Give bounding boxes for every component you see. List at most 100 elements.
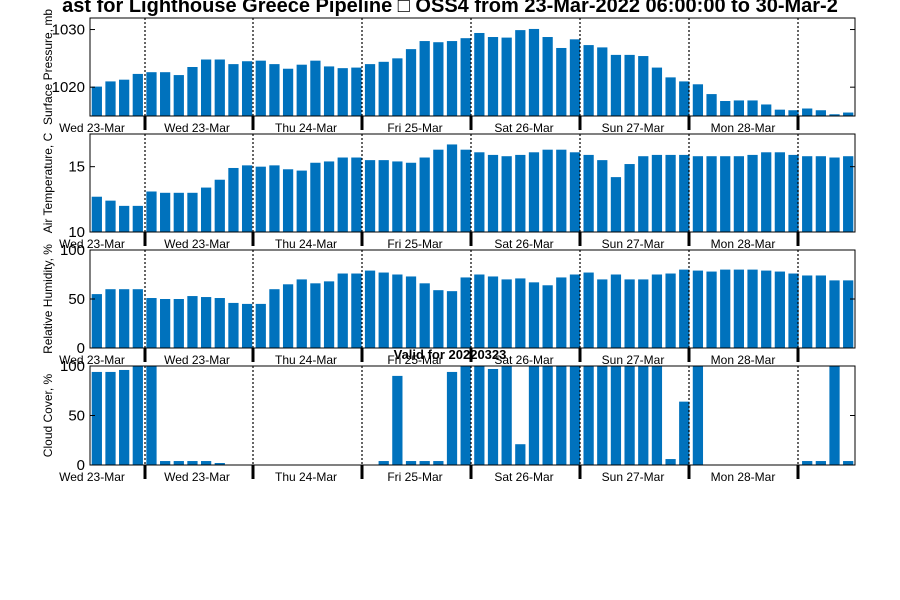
bar xyxy=(733,156,745,232)
bar xyxy=(351,157,362,232)
bar xyxy=(132,366,143,465)
day-marker xyxy=(687,116,691,130)
x-day-label: Thu 24-Mar xyxy=(275,353,337,367)
day-marker xyxy=(143,348,147,362)
bar xyxy=(542,149,553,232)
bar xyxy=(829,114,840,116)
bar xyxy=(460,149,471,232)
bar xyxy=(556,366,567,465)
bar xyxy=(843,112,854,116)
bar xyxy=(747,269,758,348)
bar xyxy=(187,296,198,348)
bar xyxy=(200,187,212,232)
day-marker xyxy=(143,232,147,246)
x-day-label: Fri 25-Mar xyxy=(387,353,442,367)
bar xyxy=(679,269,690,348)
x-day-label: Sat 26-Mar xyxy=(494,470,553,484)
bar xyxy=(91,294,102,348)
bar xyxy=(91,371,102,465)
day-marker xyxy=(687,348,691,362)
x-day-label: Sun 27-Mar xyxy=(602,353,665,367)
bar xyxy=(310,60,321,116)
bar xyxy=(802,461,813,465)
bar xyxy=(515,444,526,465)
bar xyxy=(433,290,444,348)
day-marker xyxy=(251,348,255,362)
bar xyxy=(692,270,704,348)
bar xyxy=(405,162,417,232)
day-marker xyxy=(360,116,364,130)
bar xyxy=(187,461,198,465)
bar xyxy=(337,273,348,348)
bar xyxy=(269,289,280,348)
bar xyxy=(638,156,649,232)
y-tick-label: 15 xyxy=(68,159,85,176)
y-tick-label: 100 xyxy=(60,242,85,259)
x-day-label: Thu 24-Mar xyxy=(275,470,337,484)
x-day-label: Mon 28-Mar xyxy=(711,470,776,484)
x-day-label: Wed 23-Mar xyxy=(164,353,230,367)
bar xyxy=(610,177,622,232)
x-day-label: Mon 28-Mar xyxy=(711,353,776,367)
bar xyxy=(528,282,540,348)
bar xyxy=(105,371,116,465)
bar xyxy=(460,366,471,465)
bar xyxy=(515,154,526,232)
bar xyxy=(583,45,594,117)
day-marker xyxy=(687,465,691,479)
bar xyxy=(405,461,417,465)
bar xyxy=(528,28,540,117)
bar xyxy=(528,366,540,465)
bar xyxy=(296,279,307,348)
bar xyxy=(515,278,526,348)
bar xyxy=(610,274,622,348)
bar xyxy=(282,284,294,348)
x-day-label: Thu 24-Mar xyxy=(275,121,337,135)
day-marker xyxy=(469,116,473,130)
axes-frame xyxy=(89,365,856,466)
bar xyxy=(583,366,594,465)
bar xyxy=(706,94,717,116)
bar xyxy=(733,100,745,116)
bar xyxy=(556,149,567,232)
bar xyxy=(788,154,799,232)
bar xyxy=(474,366,485,465)
bar xyxy=(774,109,785,116)
bar xyxy=(146,191,157,232)
y-axis-label: Air Temperature, C xyxy=(41,132,55,233)
bar xyxy=(487,276,499,348)
day-marker xyxy=(578,348,582,362)
bar xyxy=(829,157,840,232)
bar xyxy=(323,281,335,348)
bar xyxy=(692,156,704,232)
bar xyxy=(501,37,512,116)
y-tick-label: 10 xyxy=(68,224,85,241)
bar xyxy=(501,366,512,465)
bar xyxy=(788,110,799,116)
bar xyxy=(392,161,403,232)
bar xyxy=(160,461,171,465)
y-tick-label: 100 xyxy=(60,358,85,375)
bar xyxy=(665,77,676,116)
bar xyxy=(419,157,430,232)
bar xyxy=(583,272,594,348)
bar xyxy=(405,49,417,116)
day-marker xyxy=(469,348,473,362)
bar xyxy=(638,366,649,465)
chart-title: ast for Lighthouse Greece Pipeline □ OSS… xyxy=(62,0,838,17)
day-marker xyxy=(143,116,147,130)
x-day-label: Wed 23-Mar xyxy=(59,470,125,484)
bar xyxy=(624,366,635,465)
bar xyxy=(433,149,444,232)
bar xyxy=(214,298,225,348)
bar xyxy=(651,274,663,348)
x-day-label: Sat 26-Mar xyxy=(494,237,553,251)
bar xyxy=(241,165,253,232)
x-day-label: Wed 23-Mar xyxy=(59,353,125,367)
bar xyxy=(665,459,676,465)
bar xyxy=(323,66,335,116)
bar xyxy=(843,461,854,465)
bar xyxy=(187,67,198,116)
bar xyxy=(569,39,581,116)
day-marker xyxy=(251,465,255,479)
